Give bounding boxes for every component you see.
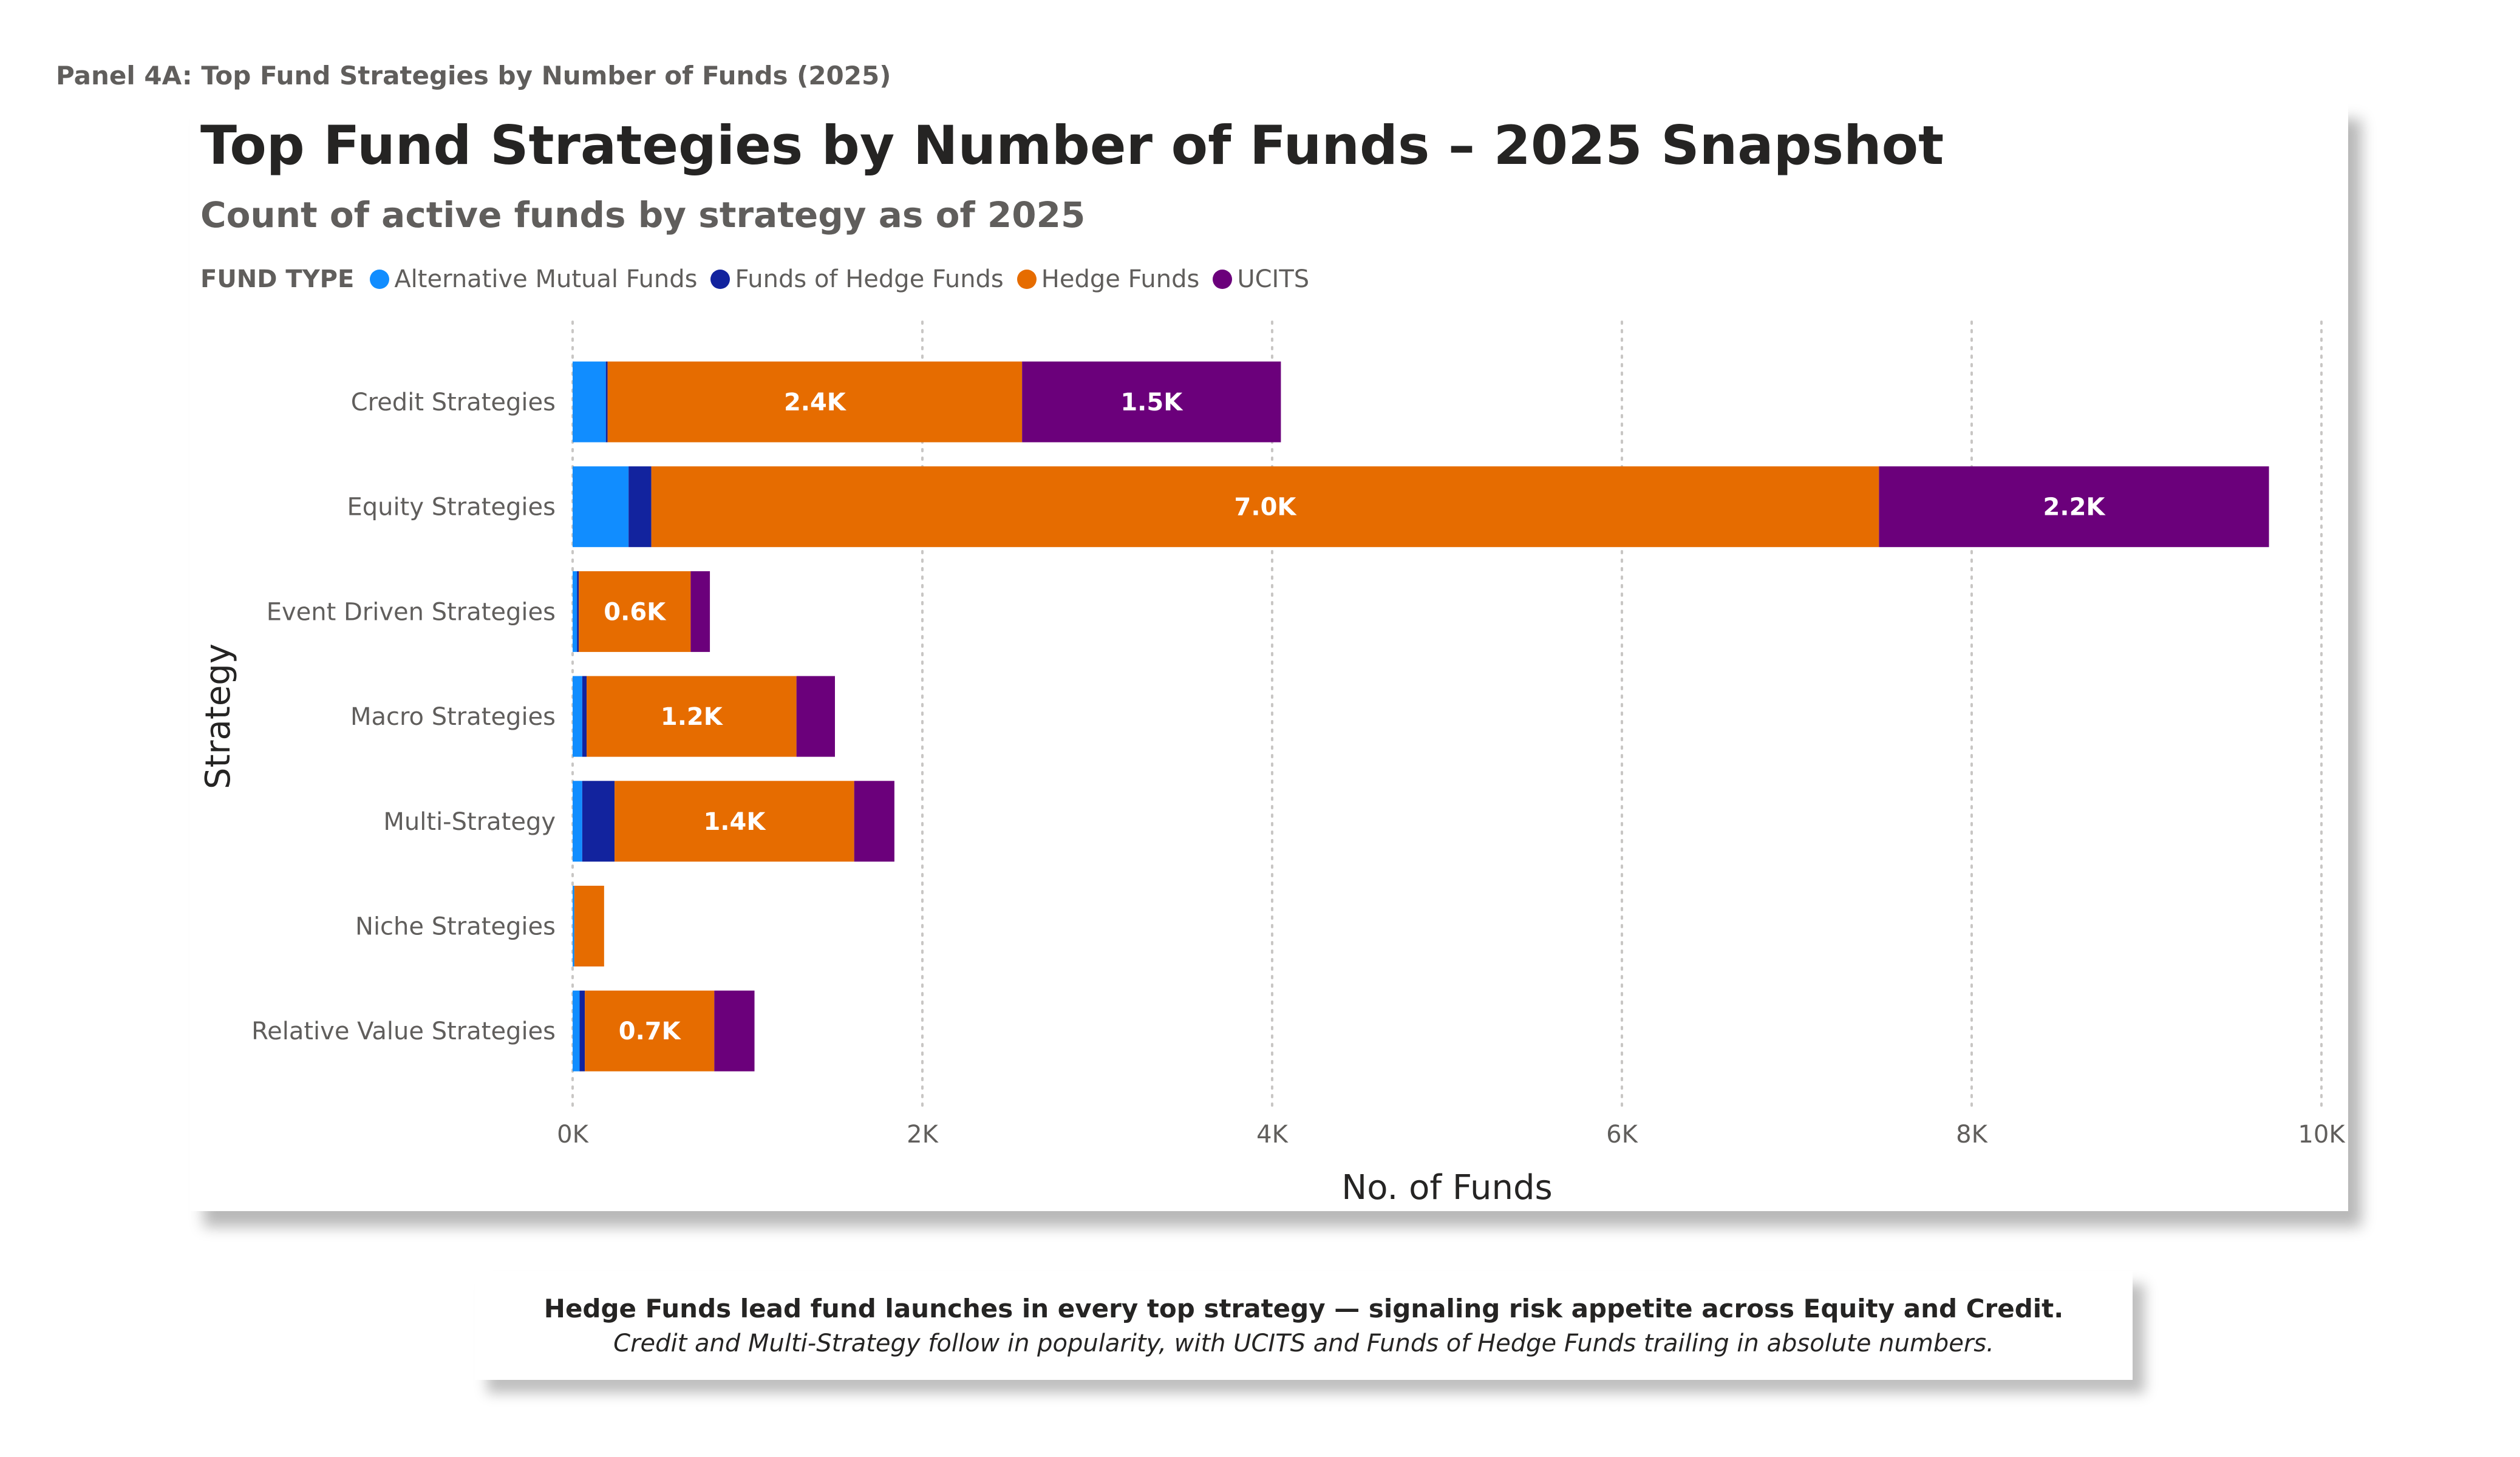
legend-item-alternative-mutual-funds[interactable]: Alternative Mutual Funds	[370, 265, 697, 293]
bar-segment	[690, 571, 710, 652]
bar-segment	[628, 466, 652, 548]
bar-segment	[605, 361, 608, 443]
bar-chart: 0K 2K 4K 6K 8K 10K No. of Funds Strategy Credit …	[199, 321, 2346, 1207]
bar-segment	[574, 886, 604, 966]
bar-segment	[796, 676, 835, 757]
legend-label: Funds of Hedge Funds	[735, 265, 1004, 293]
legend-dot-icon	[710, 270, 730, 289]
legend-dot-icon	[1213, 270, 1233, 289]
bar-segment	[573, 676, 582, 757]
bar-segment	[573, 571, 577, 652]
bar-segment	[573, 990, 580, 1072]
legend-item-hedge-funds[interactable]: Hedge Funds	[1017, 265, 1200, 293]
data-label: 2.4K	[784, 389, 847, 416]
x-tick-label: 0K	[557, 1121, 589, 1149]
bar-segment	[582, 676, 587, 757]
bar-segment	[615, 781, 854, 862]
data-label: 7.0K	[1234, 494, 1298, 521]
legend-label: Hedge Funds	[1041, 265, 1200, 293]
y-category-label: Event Driven Strategies	[267, 598, 556, 626]
bar-segment	[573, 466, 629, 548]
y-category-label: Equity Strategies	[347, 494, 556, 521]
bar-segment	[854, 781, 894, 862]
chart-subtitle: Count of active funds by strategy as of …	[200, 194, 1086, 236]
data-label: 0.7K	[619, 1017, 682, 1045]
x-axis-title: No. of Funds	[1341, 1168, 1552, 1207]
bar-segment	[573, 886, 574, 966]
panel-label: Panel 4A: Top Fund Strategies by Number …	[56, 61, 891, 90]
x-tick-label: 2K	[907, 1121, 939, 1149]
legend-label: UCITS	[1237, 265, 1310, 293]
bar-segment	[651, 466, 1879, 548]
x-tick-label: 6K	[1606, 1121, 1638, 1149]
x-tick-label: 4K	[1256, 1121, 1289, 1149]
bar-segment	[573, 361, 606, 443]
legend-title: FUND TYPE	[200, 265, 355, 293]
y-category-label: Credit Strategies	[351, 389, 556, 416]
data-label: 0.6K	[604, 598, 667, 626]
data-label: 1.2K	[661, 703, 724, 731]
bar-segment	[573, 781, 582, 862]
bar-segment	[579, 571, 691, 652]
bar-segment	[587, 676, 797, 757]
y-category-label: Macro Strategies	[350, 703, 556, 731]
callout-body: Credit and Multi-Strategy follow in popu…	[613, 1329, 1994, 1357]
chart-title: Top Fund Strategies by Number of Funds –…	[200, 114, 1944, 177]
x-tick-label: 10K	[2298, 1121, 2346, 1149]
data-label: 2.2K	[2043, 494, 2106, 521]
insight-callout: Hedge Funds lead fund launches in every …	[475, 1271, 2133, 1380]
data-label: 1.4K	[703, 808, 766, 836]
y-category-label: Niche Strategies	[355, 913, 556, 941]
legend-item-funds-of-hedge-funds[interactable]: Funds of Hedge Funds	[710, 265, 1004, 293]
legend-dot-icon	[370, 270, 390, 289]
legend-dot-icon	[1017, 270, 1037, 289]
bar-segment	[1022, 361, 1281, 443]
bar-segment	[607, 361, 1023, 443]
bar-segment	[582, 781, 615, 862]
data-label: 1.5K	[1120, 389, 1183, 416]
callout-headline: Hedge Funds lead fund launches in every …	[543, 1293, 2064, 1323]
bar-segment	[714, 990, 755, 1072]
bar-segment	[585, 990, 715, 1072]
chart-card: Top Fund Strategies by Number of Funds –…	[190, 103, 2348, 1211]
bar-segment	[579, 990, 585, 1072]
legend-label: Alternative Mutual Funds	[394, 265, 698, 293]
x-tick-label: 8K	[1956, 1121, 1988, 1149]
legend: FUND TYPE Alternative Mutual Funds Funds…	[200, 261, 1323, 297]
legend-item-ucits[interactable]: UCITS	[1213, 265, 1309, 293]
y-category-label: Relative Value Strategies	[251, 1017, 556, 1045]
bar-segment	[1879, 466, 2269, 548]
bar-segment	[577, 571, 579, 652]
y-category-label: Multi-Strategy	[383, 808, 556, 836]
y-axis-title: Strategy	[199, 644, 238, 789]
